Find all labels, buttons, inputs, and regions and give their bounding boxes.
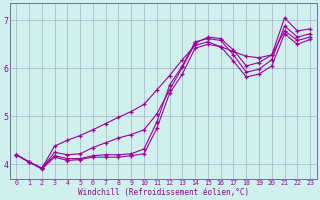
X-axis label: Windchill (Refroidissement éolien,°C): Windchill (Refroidissement éolien,°C) [78, 188, 249, 197]
